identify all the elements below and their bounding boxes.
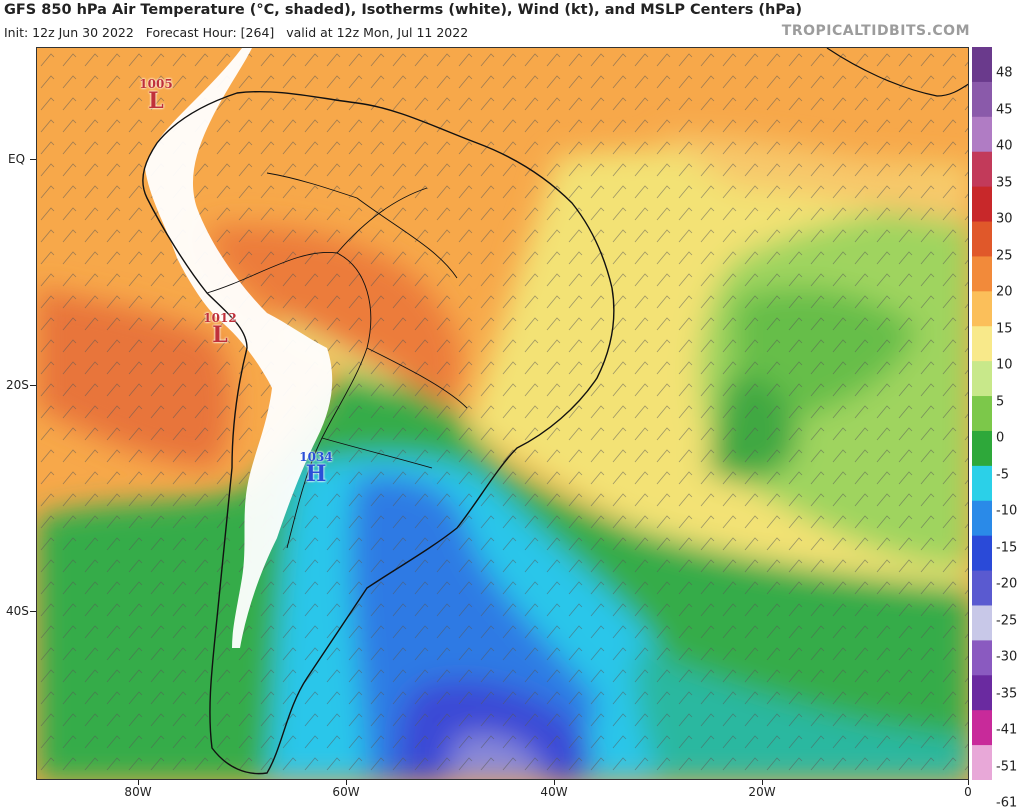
colorbar-segment	[972, 745, 992, 780]
lat-label-eq: EQ	[8, 152, 26, 166]
colorbar-label: -30	[996, 649, 1018, 665]
colorbar-label: -20	[996, 576, 1018, 592]
colorbar-segment	[972, 326, 992, 362]
colorbar-segment	[972, 605, 992, 641]
colorbar-label: 0	[996, 430, 1005, 446]
temperature-map	[37, 48, 968, 779]
colorbar-segment	[972, 291, 992, 327]
forecast-hour: Forecast Hour: [264]	[145, 25, 275, 40]
lon-label-40w: 40W	[540, 785, 568, 799]
map-subtitle: Init: 12z Jun 30 2022 Forecast Hour: [26…	[4, 25, 468, 40]
colorbar-label: 10	[996, 357, 1013, 373]
colorbar-label: -51	[996, 759, 1018, 774]
colorbar-segment	[972, 675, 992, 711]
colorbar-segment	[972, 430, 992, 467]
colorbar-label: -5	[996, 467, 1009, 482]
colorbar-label: -10	[996, 503, 1018, 519]
colorbar-segment	[972, 47, 992, 83]
colorbar-segment	[972, 151, 992, 188]
lon-tick	[346, 780, 347, 785]
colorbar-label: 35	[996, 175, 1013, 190]
africa-coastline	[826, 48, 968, 97]
colorbar-label: 48	[996, 65, 1013, 81]
lon-label-20w: 20W	[748, 785, 776, 799]
map-title: GFS 850 hPa Air Temperature (°C, shaded)…	[4, 2, 803, 18]
lat-label-20s: 20S	[6, 378, 29, 392]
map-panel	[36, 47, 969, 780]
pressure-value-high-1: 1034	[299, 450, 333, 464]
colorbar-label: -25	[996, 613, 1018, 628]
lon-tick	[968, 780, 969, 785]
colorbar-segment	[972, 710, 992, 746]
colorbar-segment	[972, 570, 992, 606]
colorbar-label: 30	[996, 211, 1013, 227]
site-watermark: TROPICALTIDBITS.COM	[781, 23, 970, 39]
colorbar-label: 5	[996, 394, 1005, 409]
low-pressure-symbol-1: L	[148, 88, 164, 114]
colorbar-segment	[972, 465, 992, 502]
colorbar-segment	[972, 396, 992, 432]
lon-tick	[554, 780, 555, 785]
colorbar-segment	[972, 221, 992, 257]
pressure-value-low-2: 1012	[203, 311, 237, 325]
colorbar-label: 20	[996, 284, 1013, 300]
valid-time: valid at 12z Mon, Jul 11 2022	[286, 25, 469, 40]
colorbar-segment	[972, 361, 992, 397]
colorbar-label: 45	[996, 102, 1013, 117]
lon-label-0: 0	[964, 785, 972, 799]
lon-label-80w: 80W	[124, 785, 152, 799]
colorbar-segment	[972, 186, 992, 223]
country-borders	[206, 172, 468, 549]
colorbar-label: -41	[996, 722, 1018, 738]
colorbar-label: 25	[996, 248, 1013, 263]
colorbar-segment	[972, 500, 992, 537]
colorbar-segment	[972, 256, 992, 292]
lat-tick	[30, 611, 36, 612]
lon-tick	[138, 780, 139, 785]
coastline	[142, 90, 615, 775]
colorbar-label: 40	[996, 138, 1013, 154]
colorbar-label: 15	[996, 321, 1013, 336]
colorbar-segment	[972, 535, 992, 572]
colorbar-label: -35	[996, 686, 1018, 701]
colorbar-segment	[972, 640, 992, 676]
pressure-value-low-1: 1005	[139, 77, 173, 91]
lon-tick	[762, 780, 763, 785]
colorbar-label: -61	[996, 795, 1018, 811]
colorbar-label: -15	[996, 540, 1018, 555]
low-pressure-symbol-2: L	[212, 322, 228, 348]
lat-tick	[30, 385, 36, 386]
lon-label-60w: 60W	[332, 785, 360, 799]
colorbar-segment	[972, 81, 992, 118]
colorbar-segment	[972, 116, 992, 153]
high-pressure-symbol-1: H	[305, 461, 327, 487]
andes-region	[145, 48, 333, 648]
lat-label-40s: 40S	[6, 604, 29, 618]
temperature-colorbar	[972, 47, 992, 780]
lat-tick	[30, 159, 36, 160]
init-time: Init: 12z Jun 30 2022	[4, 25, 134, 40]
